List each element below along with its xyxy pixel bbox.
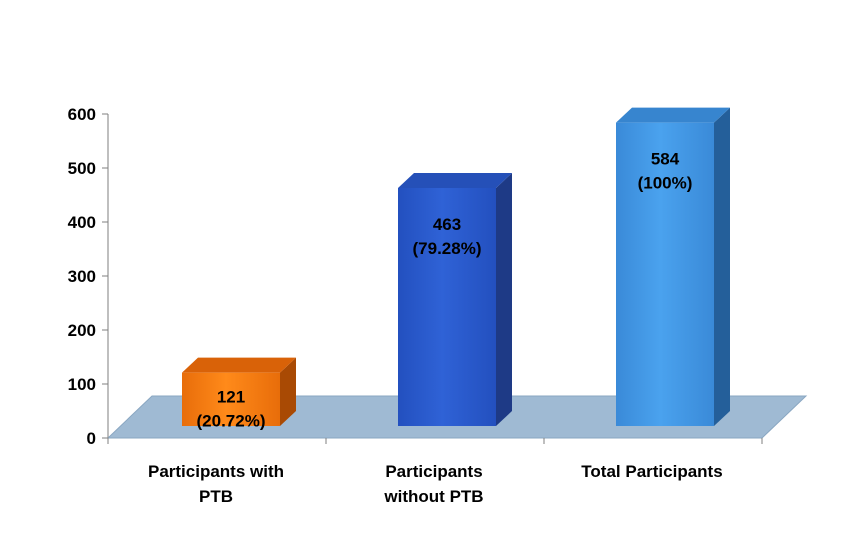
data-label: 463 xyxy=(433,215,461,234)
data-label: 584 xyxy=(651,150,680,169)
category-label: Total Participants xyxy=(581,462,722,481)
y-tick-label: 400 xyxy=(68,213,96,232)
bars xyxy=(182,107,730,426)
category-label: without PTB xyxy=(383,487,483,506)
data-label: 121 xyxy=(217,388,245,407)
y-axis: 0 100 200 300 400 500 600 xyxy=(68,105,763,448)
y-tick-label: 500 xyxy=(68,159,96,178)
category-label: PTB xyxy=(199,487,233,506)
data-labels: 121 (20.72%) 463 (79.28%) 584 (100%) xyxy=(197,150,693,431)
data-label: (100%) xyxy=(638,174,693,193)
bar xyxy=(616,107,730,426)
data-label: (20.72%) xyxy=(197,412,266,431)
category-label: Participants with xyxy=(148,462,284,481)
y-tick-label: 300 xyxy=(68,267,96,286)
bar xyxy=(398,172,512,426)
data-label: (79.28%) xyxy=(413,239,482,258)
y-tick-label: 200 xyxy=(68,321,96,340)
category-label: Participants xyxy=(385,462,482,481)
category-labels: Participants with PTB Participants without … xyxy=(148,462,723,506)
y-tick-label: 0 xyxy=(87,429,96,448)
y-tick-label: 100 xyxy=(68,375,96,394)
y-tick-label: 600 xyxy=(68,105,96,124)
bar xyxy=(182,357,296,426)
